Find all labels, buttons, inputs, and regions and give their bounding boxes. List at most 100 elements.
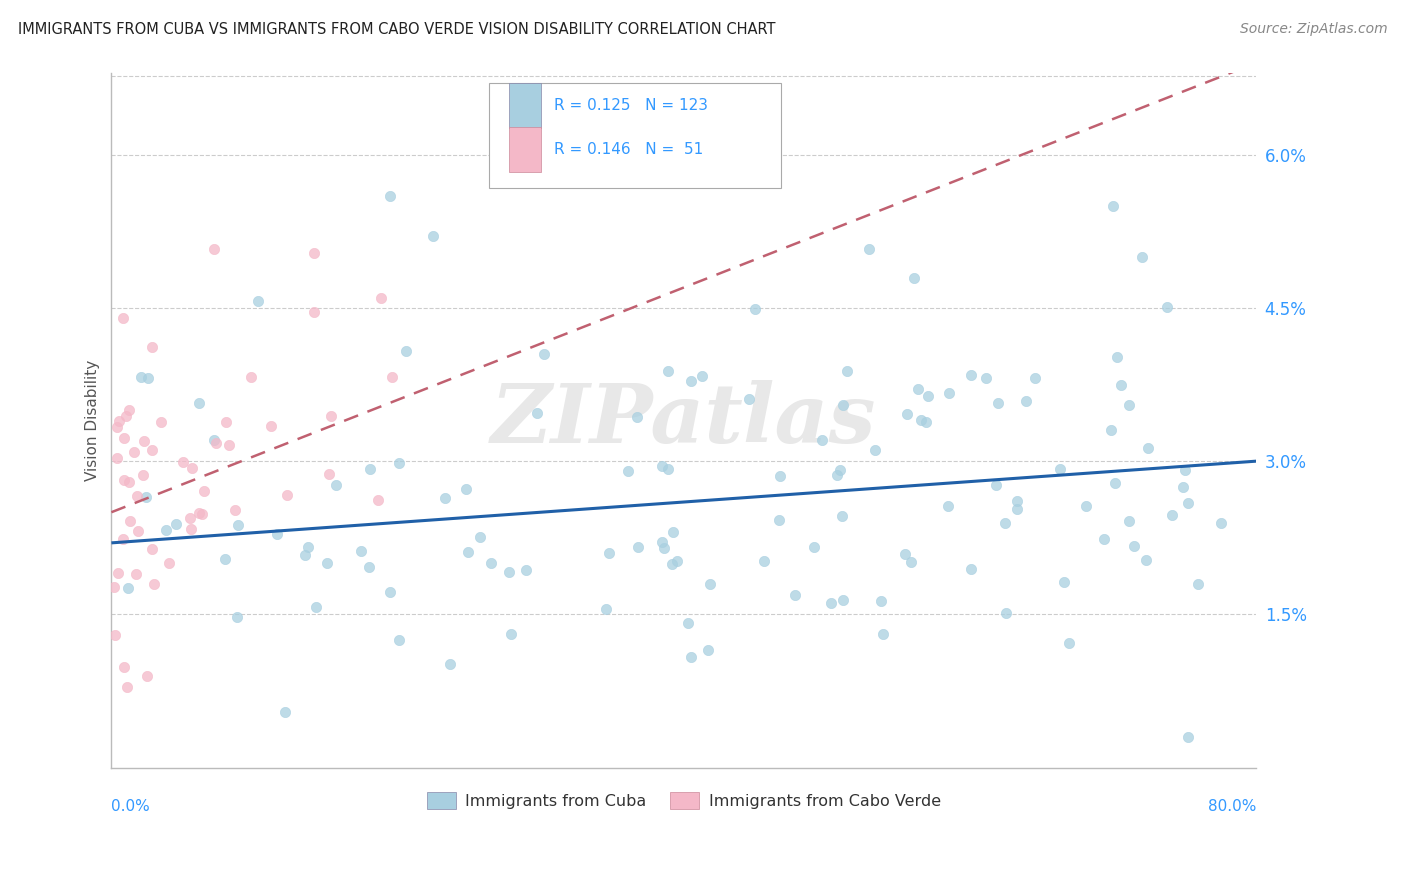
Point: [1209, 516, 1232, 530]
Point: [1118, 398, 1140, 412]
Point: [858, 242, 880, 256]
FancyBboxPatch shape: [489, 83, 782, 187]
Point: [1161, 508, 1184, 523]
Point: [984, 477, 1007, 491]
Point: [699, 576, 721, 591]
Point: [995, 606, 1018, 620]
Point: [526, 406, 548, 420]
Point: [651, 535, 673, 549]
Point: [830, 463, 852, 477]
Point: [1105, 350, 1128, 364]
Text: ZIPatlas: ZIPatlas: [491, 380, 876, 460]
Text: IMMIGRANTS FROM CUBA VS IMMIGRANTS FROM CABO VERDE VISION DISABILITY CORRELATION: IMMIGRANTS FROM CUBA VS IMMIGRANTS FROM …: [18, 22, 776, 37]
Point: [835, 364, 858, 378]
Point: [737, 158, 759, 172]
Text: R = 0.146   N =  51: R = 0.146 N = 51: [554, 143, 704, 157]
Point: [260, 418, 283, 433]
Point: [136, 668, 159, 682]
Point: [103, 580, 125, 594]
Point: [387, 456, 409, 470]
Point: [679, 649, 702, 664]
Point: [143, 577, 166, 591]
Point: [617, 464, 640, 478]
Point: [752, 554, 775, 568]
Point: [1005, 501, 1028, 516]
Point: [811, 433, 834, 447]
Point: [960, 368, 983, 383]
Point: [697, 642, 720, 657]
Point: [380, 188, 402, 202]
Point: [1102, 199, 1125, 213]
Y-axis label: Vision Disability: Vision Disability: [86, 359, 100, 481]
Point: [915, 415, 938, 429]
Point: [302, 245, 325, 260]
Point: [118, 475, 141, 489]
Point: [907, 382, 929, 396]
Point: [422, 229, 444, 244]
Point: [215, 415, 238, 429]
Point: [247, 293, 270, 308]
Point: [150, 415, 173, 429]
Point: [111, 311, 134, 326]
Point: [1130, 250, 1153, 264]
Point: [380, 585, 402, 599]
Point: [125, 566, 148, 581]
Point: [120, 515, 142, 529]
Point: [1156, 300, 1178, 314]
Point: [359, 462, 381, 476]
Point: [457, 544, 479, 558]
Point: [434, 491, 457, 505]
Point: [657, 462, 679, 476]
Point: [960, 562, 983, 576]
Point: [1177, 496, 1199, 510]
Point: [180, 461, 202, 475]
Point: [165, 516, 187, 531]
Point: [107, 566, 129, 580]
Text: Source: ZipAtlas.com: Source: ZipAtlas.com: [1240, 22, 1388, 37]
Point: [661, 557, 683, 571]
Point: [1177, 730, 1199, 744]
Point: [1053, 574, 1076, 589]
Point: [179, 511, 201, 525]
Point: [744, 301, 766, 316]
Point: [105, 450, 128, 465]
Point: [1137, 441, 1160, 455]
Point: [627, 541, 650, 555]
Point: [657, 364, 679, 378]
Point: [1005, 494, 1028, 508]
Point: [1187, 576, 1209, 591]
Point: [325, 478, 347, 492]
Point: [367, 492, 389, 507]
Point: [172, 454, 194, 468]
Point: [439, 657, 461, 672]
Point: [738, 392, 761, 406]
Text: 0.0%: 0.0%: [111, 799, 150, 814]
Point: [910, 413, 932, 427]
Point: [533, 347, 555, 361]
Point: [1135, 553, 1157, 567]
Point: [769, 468, 792, 483]
Point: [112, 473, 135, 487]
Text: 80.0%: 80.0%: [1208, 799, 1257, 814]
Point: [662, 524, 685, 539]
Point: [1174, 463, 1197, 477]
Point: [454, 482, 477, 496]
Point: [1057, 636, 1080, 650]
Point: [598, 546, 620, 560]
Point: [318, 467, 340, 482]
Point: [112, 660, 135, 674]
Point: [131, 467, 153, 482]
Point: [900, 555, 922, 569]
Point: [225, 609, 247, 624]
Point: [187, 506, 209, 520]
Point: [1015, 393, 1038, 408]
Point: [832, 398, 855, 412]
Point: [135, 490, 157, 504]
Bar: [509, 83, 541, 128]
Text: R = 0.125   N = 123: R = 0.125 N = 123: [554, 97, 709, 112]
Point: [193, 484, 215, 499]
Point: [394, 344, 416, 359]
Point: [1024, 371, 1046, 385]
Point: [894, 547, 917, 561]
Point: [499, 627, 522, 641]
